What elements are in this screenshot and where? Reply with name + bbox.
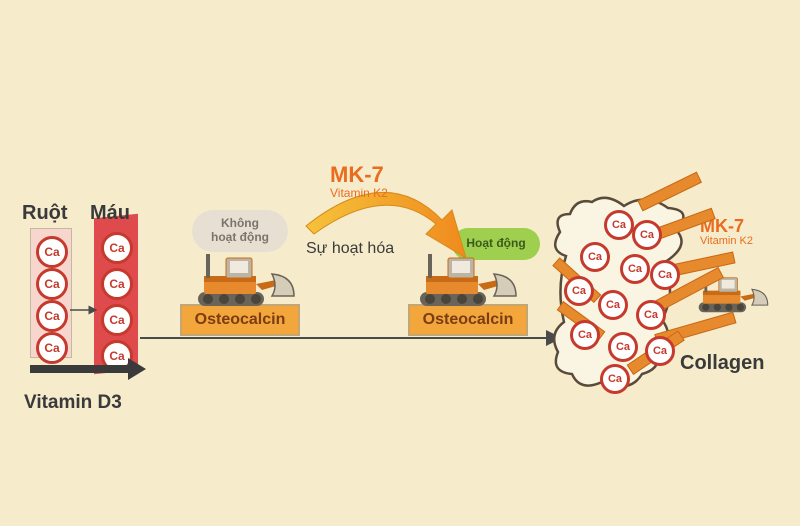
- intestine-label: Ruột: [22, 202, 68, 225]
- intestine-ca-1: Ca: [36, 268, 68, 300]
- bone-ca-11: Ca: [600, 364, 630, 394]
- blood-label: Máu: [90, 202, 130, 225]
- inactive-pill: Khônghoạt động: [192, 210, 288, 252]
- bone-ca-4: Ca: [650, 260, 680, 290]
- bone-ca-7: Ca: [636, 300, 666, 330]
- bone-ca-1: Ca: [632, 220, 662, 250]
- bone-ca-5: Ca: [564, 276, 594, 306]
- bone-ca-9: Ca: [608, 332, 638, 362]
- blood-ca-0: Ca: [101, 232, 133, 264]
- intestine-ca-0: Ca: [36, 236, 68, 268]
- bone-ca-10: Ca: [645, 336, 675, 366]
- bone-ca-8: Ca: [570, 320, 600, 350]
- activation-label: Sự hoạt hóa: [306, 240, 394, 258]
- collagen-label: Collagen: [680, 352, 764, 375]
- bone-ca-2: Ca: [580, 242, 610, 272]
- bone-ca-6: Ca: [598, 290, 628, 320]
- thick-arrow: [30, 358, 148, 385]
- thin-arrow: [70, 300, 110, 325]
- mk7-label-1: MK-7Vitamin K2: [330, 162, 388, 200]
- bone-ca-3: Ca: [620, 254, 650, 284]
- bulldozer-1: [186, 250, 296, 315]
- intestine-ca-2: Ca: [36, 300, 68, 332]
- vitamin-d3-label: Vitamin D3: [24, 392, 122, 414]
- bone-ca-0: Ca: [604, 210, 634, 240]
- blood-ca-1: Ca: [101, 268, 133, 300]
